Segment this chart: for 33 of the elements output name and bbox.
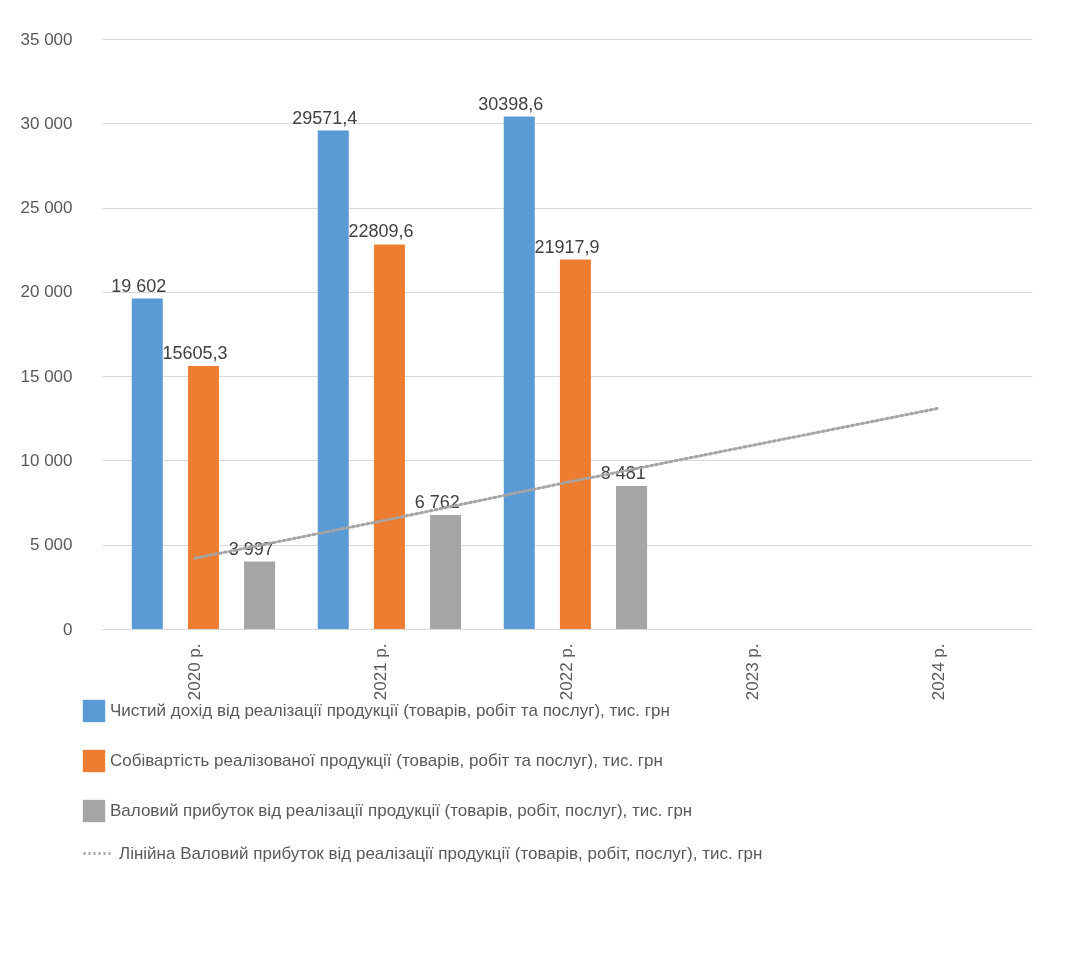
y-tick-label: 35 000 <box>20 29 73 49</box>
bar <box>187 365 219 629</box>
x-tick-label: 2022 р. <box>557 643 576 701</box>
bar <box>430 515 462 629</box>
x-tick-label: 2021 р. <box>371 643 390 701</box>
bar <box>373 244 405 629</box>
data-label: 22809,6 <box>348 221 414 242</box>
data-label: 19 602 <box>111 275 167 296</box>
line-series <box>193 406 941 560</box>
bar <box>559 259 591 629</box>
legend-label: Валовий прибуток від реалізації продукції (товарів, робіт, послуг), тис. грн <box>110 801 693 820</box>
bar <box>503 116 535 629</box>
bar <box>317 130 349 629</box>
legend-label: Лінійна Валовий прибуток від реалізації продукції (товарів, робіт, послуг), тис. грн <box>119 843 763 863</box>
y-tick-label: 15 000 <box>20 366 73 386</box>
x-tick-label: 2020 р. <box>185 643 204 701</box>
y-tick-label: 25 000 <box>20 198 73 218</box>
x-tick-label: 2023 р. <box>743 643 762 701</box>
y-tick-label: 5 000 <box>29 535 73 555</box>
legend-label: Чистий дохід від реалізації продукції (товарів, робіт та послуг), тис. грн <box>110 701 670 720</box>
y-tick-label: 10 000 <box>20 450 73 470</box>
data-label: 30398,6 <box>478 93 544 114</box>
data-label: 15605,3 <box>162 342 228 363</box>
x-tick-label: 2024 р. <box>929 643 948 701</box>
bar <box>131 298 163 629</box>
bar <box>244 561 276 629</box>
bar <box>616 486 648 629</box>
y-tick-label: 0 <box>63 619 73 639</box>
legend-label: Собівартість реалізованої продукції (товарів, робіт та послуг), тис. грн <box>110 751 663 770</box>
data-label: 29571,4 <box>292 107 358 128</box>
y-tick-label: 20 000 <box>20 282 73 302</box>
y-tick-label: 30 000 <box>20 113 73 133</box>
data-label: 21917,9 <box>534 236 600 257</box>
